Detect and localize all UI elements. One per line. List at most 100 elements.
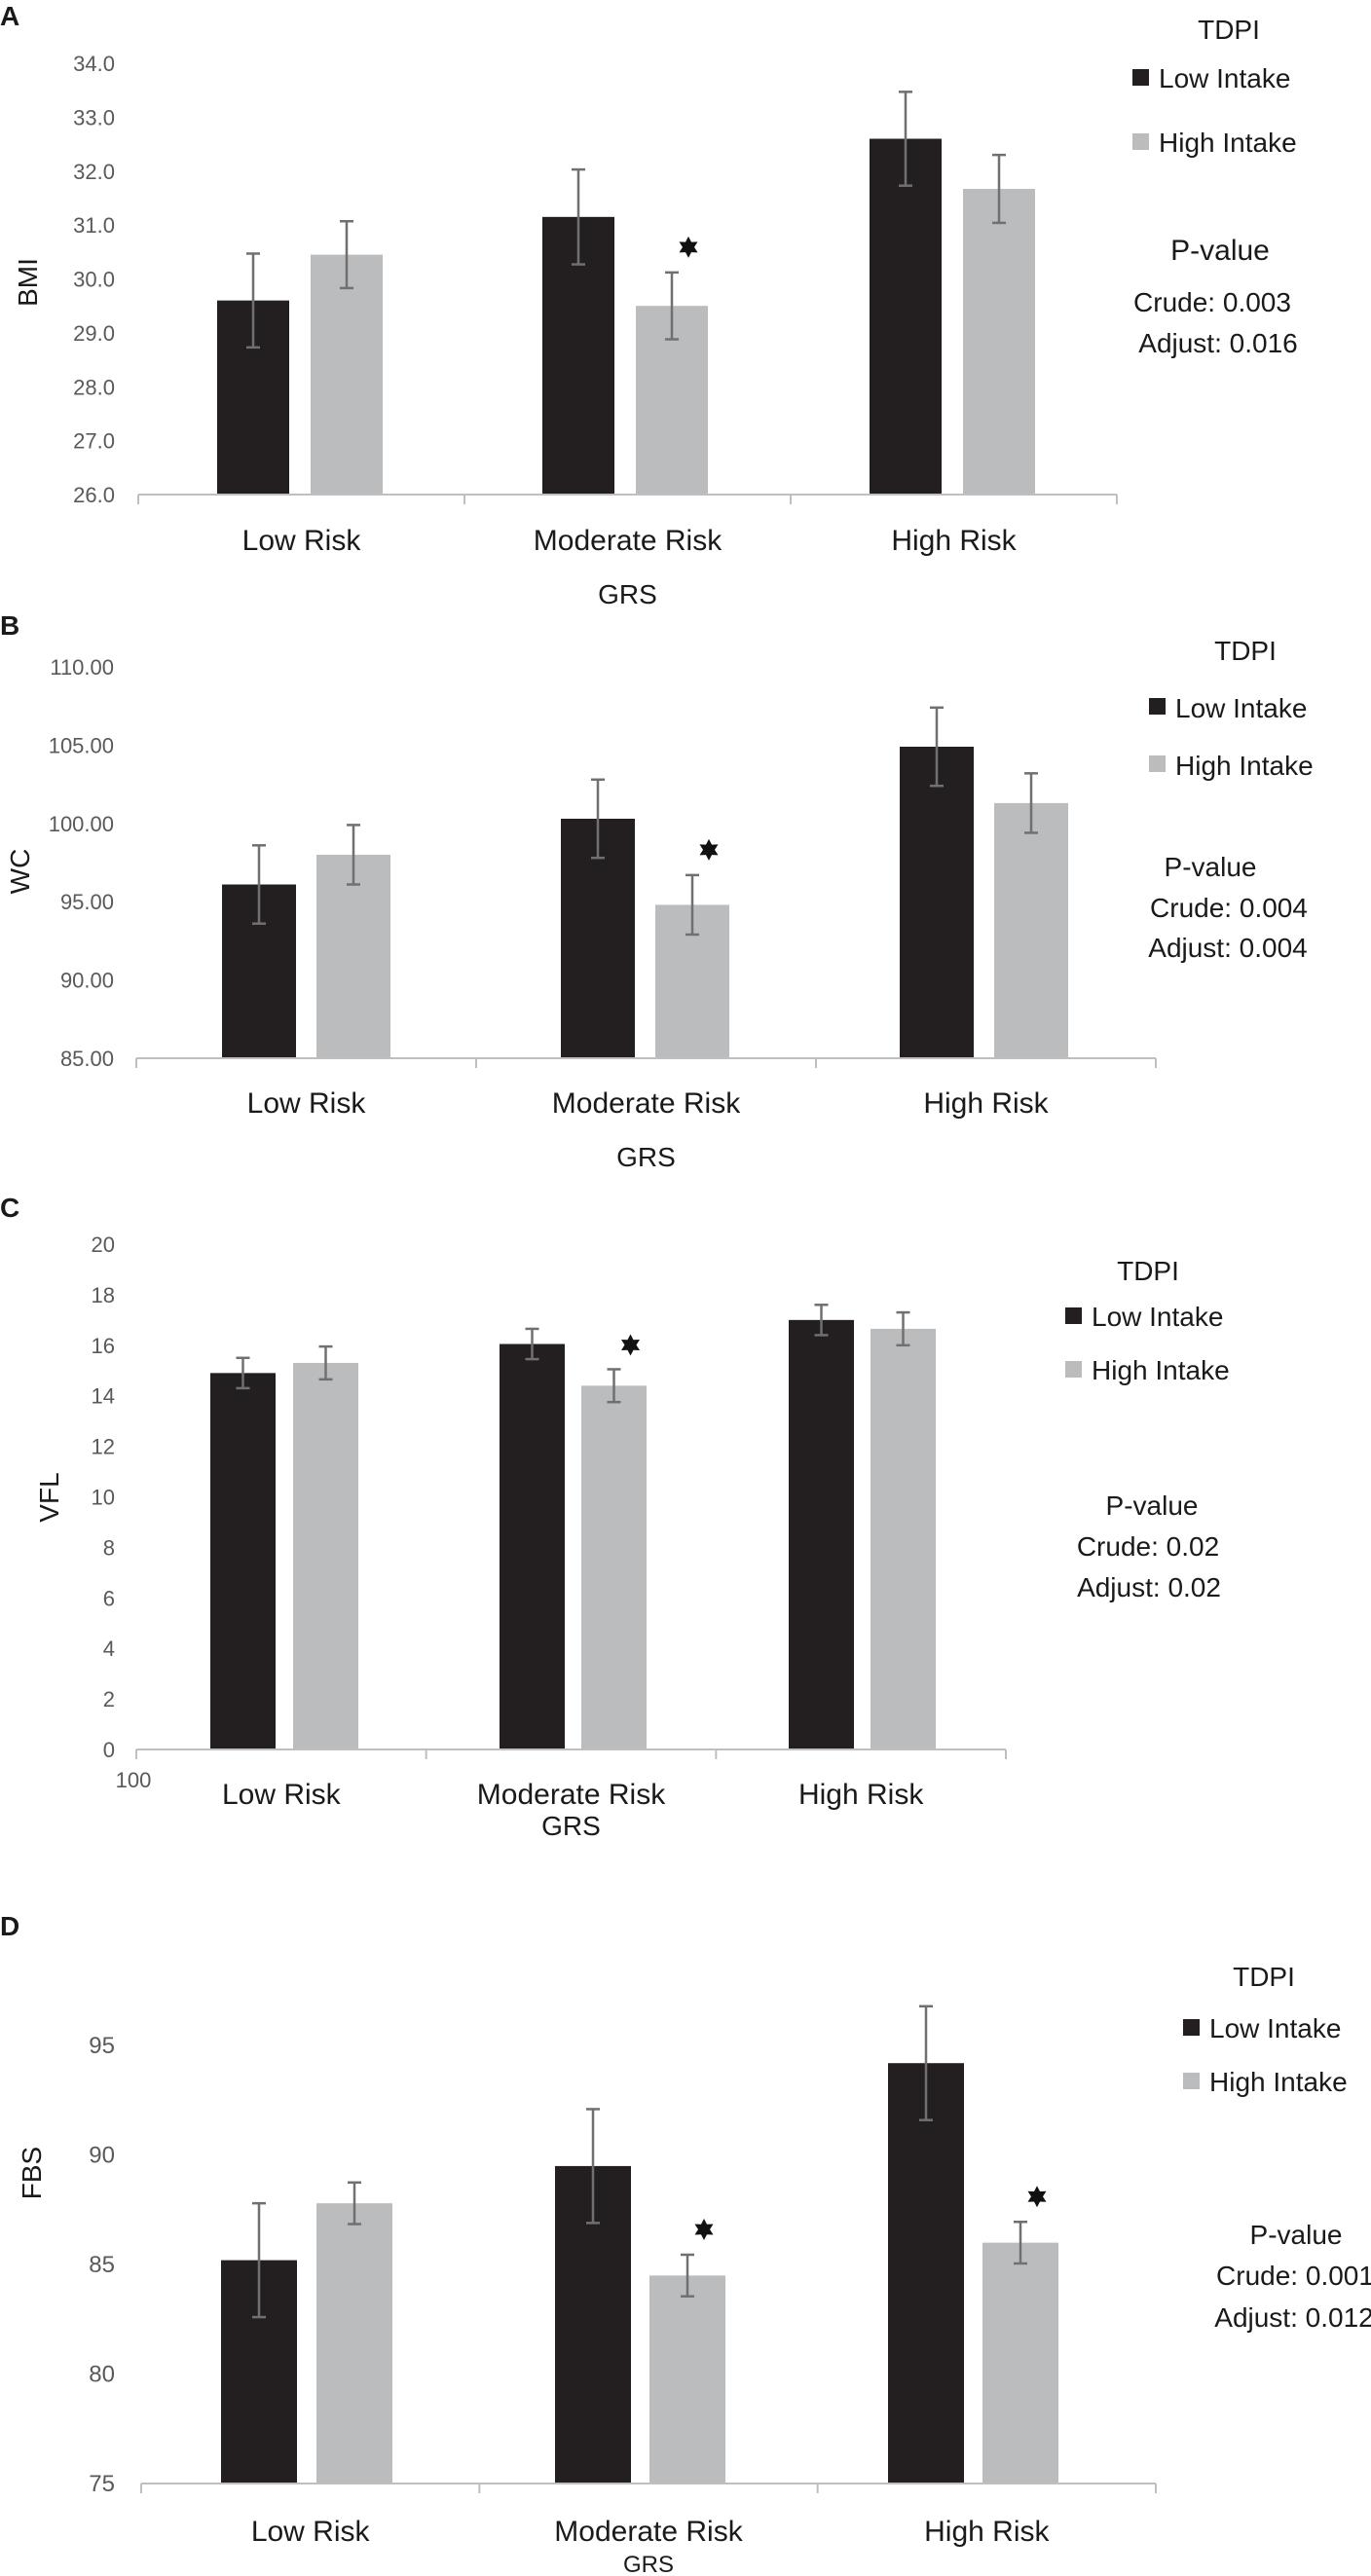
y-tick-label: 16 bbox=[92, 1334, 115, 1358]
legend-swatch-high bbox=[1149, 755, 1166, 772]
panel-letter: B bbox=[0, 610, 19, 641]
legend-item-low: Low Intake bbox=[1159, 63, 1290, 93]
significance-markers bbox=[699, 838, 719, 861]
category-label: High Risk bbox=[924, 2516, 1050, 2548]
legend-item-high: High Intake bbox=[1092, 1355, 1230, 1385]
error-bar bbox=[246, 252, 260, 350]
y-tick-label: 110.00 bbox=[50, 655, 114, 680]
error-bar bbox=[1014, 2221, 1027, 2265]
bar-low-intake bbox=[888, 2063, 964, 2484]
p-value-adjust: Adjust: 0.012 bbox=[1214, 2302, 1371, 2333]
legend: TDPI Low Intake High Intake bbox=[1132, 15, 1297, 158]
bars bbox=[221, 2063, 1058, 2484]
error-bar bbox=[814, 1304, 829, 1337]
error-bar bbox=[899, 91, 912, 187]
legend-title: TDPI bbox=[1117, 1256, 1179, 1286]
legend-item-high: High Intake bbox=[1175, 751, 1314, 781]
error-bar bbox=[686, 873, 699, 937]
y-tick-label: 26.0 bbox=[73, 483, 115, 507]
p-value-adjust: Adjust: 0.016 bbox=[1138, 328, 1297, 358]
y-tick-label: 29.0 bbox=[73, 321, 115, 346]
bar-high-intake bbox=[963, 189, 1035, 495]
significance-markers bbox=[694, 2186, 1047, 2240]
category-label: High Risk bbox=[891, 525, 1017, 557]
y-axis-label: WC bbox=[5, 849, 35, 895]
bar-low-intake bbox=[500, 1343, 565, 1749]
bar-high-intake bbox=[293, 1362, 358, 1749]
panel-c: C 0 2 4 6 8 10 12 14 16 18 20 Low Risk Moderate Ris… bbox=[0, 1193, 1230, 1841]
y-tick-label: 20 bbox=[92, 1233, 115, 1257]
significance-star bbox=[694, 2219, 714, 2240]
error-bar bbox=[930, 706, 944, 788]
x-axis-label: GRS bbox=[598, 579, 657, 609]
legend-title: TDPI bbox=[1233, 1962, 1295, 1992]
error-bar bbox=[525, 1327, 539, 1361]
bar-high-intake bbox=[871, 1328, 936, 1749]
error-bars bbox=[236, 1304, 910, 1404]
y-tick-label: 2 bbox=[103, 1687, 115, 1711]
significance-star bbox=[621, 1334, 640, 1356]
bars bbox=[222, 747, 1068, 1058]
error-bars bbox=[252, 2005, 1027, 2319]
stray-axis-label: 100 bbox=[116, 1768, 152, 1792]
y-tick-label: 95 bbox=[89, 2033, 115, 2059]
significance-markers bbox=[621, 1334, 640, 1356]
error-bar bbox=[992, 153, 1006, 225]
bar-low-intake bbox=[870, 138, 942, 495]
legend-swatch-low bbox=[1132, 69, 1149, 86]
error-bar bbox=[586, 2108, 600, 2225]
category-label: Moderate Risk bbox=[552, 1087, 741, 1120]
y-tick-label: 90 bbox=[89, 2143, 115, 2169]
p-value-title: P-value bbox=[1170, 235, 1270, 267]
error-bar bbox=[318, 1344, 333, 1381]
y-tick-labels: 85.00 90.00 95.00 100.00 105.00 110.00 bbox=[49, 655, 114, 1071]
legend-swatch-high bbox=[1183, 2073, 1200, 2089]
panel-b: B 85.00 90.00 95.00 100.00 105.00 110.00 Low … bbox=[0, 610, 1314, 1172]
y-tick-labels: 0 2 4 6 8 10 12 14 16 18 20 bbox=[92, 1233, 115, 1762]
bar-high-intake bbox=[982, 2242, 1058, 2484]
x-axis-ticks bbox=[135, 1058, 1157, 1068]
y-axis-label: VFL bbox=[34, 1472, 64, 1522]
category-label: Low Risk bbox=[242, 525, 362, 557]
y-tick-label: 75 bbox=[89, 2471, 115, 2497]
panel-letter: D bbox=[0, 1911, 19, 1941]
p-value-crude: Crude: 0.004 bbox=[1150, 893, 1308, 923]
x-axis-label: GRS bbox=[541, 1811, 601, 1841]
y-tick-label: 85 bbox=[89, 2252, 115, 2278]
x-axis-ticks bbox=[140, 2484, 1157, 2493]
error-bar bbox=[236, 1356, 250, 1390]
category-label: Low Risk bbox=[222, 1779, 342, 1811]
y-tick-label: 10 bbox=[92, 1486, 115, 1510]
legend-swatch-high bbox=[1132, 133, 1149, 150]
significance-star bbox=[699, 838, 719, 861]
p-value-adjust: Adjust: 0.02 bbox=[1077, 1572, 1221, 1602]
legend-item-low: Low Intake bbox=[1209, 2013, 1341, 2043]
y-tick-label: 31.0 bbox=[73, 213, 115, 238]
significance-star bbox=[679, 236, 698, 258]
legend-swatch-low bbox=[1183, 2019, 1200, 2036]
category-label: Moderate Risk bbox=[477, 1779, 666, 1811]
y-tick-label: 27.0 bbox=[73, 429, 115, 454]
error-bar bbox=[607, 1368, 621, 1404]
p-value-box: P-value Crude: 0.001 Adjust: 0.012 bbox=[1214, 2220, 1371, 2333]
y-tick-label: 34.0 bbox=[73, 52, 115, 76]
x-axis-label: GRS bbox=[616, 1142, 676, 1172]
p-value-crude: Crude: 0.001 bbox=[1216, 2261, 1371, 2291]
p-value-box: P-value Crude: 0.004 Adjust: 0.004 bbox=[1148, 852, 1308, 963]
category-labels: Low Risk Moderate Risk High Risk bbox=[251, 2516, 1051, 2548]
y-axis-label: FBS bbox=[17, 2147, 47, 2199]
category-label: High Risk bbox=[923, 1087, 1049, 1120]
p-value-box: P-value Crude: 0.003 Adjust: 0.016 bbox=[1133, 235, 1298, 358]
y-tick-label: 14 bbox=[92, 1384, 115, 1409]
panel-letter: C bbox=[0, 1193, 19, 1223]
p-value-box: P-value Crude: 0.02 Adjust: 0.02 bbox=[1077, 1490, 1221, 1602]
p-value-title: P-value bbox=[1106, 1490, 1199, 1521]
error-bar bbox=[347, 824, 360, 886]
error-bar bbox=[591, 778, 605, 860]
y-tick-label: 33.0 bbox=[73, 105, 115, 129]
legend-swatch-low bbox=[1149, 698, 1166, 715]
legend-item-low: Low Intake bbox=[1092, 1302, 1223, 1332]
bar-high-intake bbox=[316, 854, 390, 1058]
legend-item-low: Low Intake bbox=[1175, 693, 1307, 723]
